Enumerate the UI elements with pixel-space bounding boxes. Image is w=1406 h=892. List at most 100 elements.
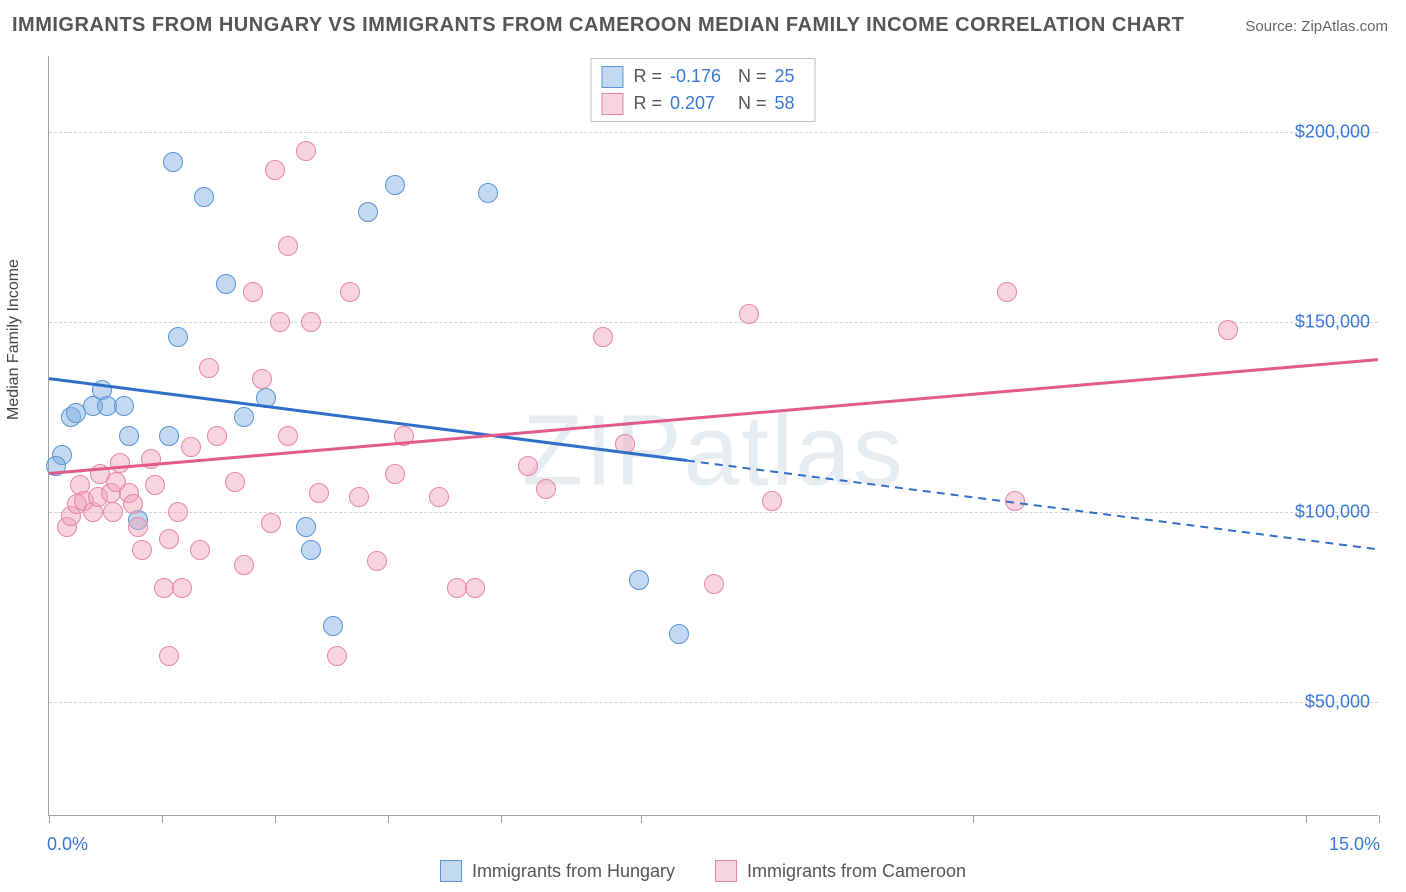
legend-series: Immigrants from Hungary Immigrants from C… [0, 860, 1406, 882]
data-point-cameroon [309, 483, 329, 503]
x-tick [501, 815, 502, 823]
chart-title: IMMIGRANTS FROM HUNGARY VS IMMIGRANTS FR… [12, 14, 1184, 37]
data-point-cameroon [739, 304, 759, 324]
x-axis-end-label: 15.0% [1329, 834, 1380, 855]
x-tick [275, 815, 276, 823]
x-tick [388, 815, 389, 823]
data-point-hungary [478, 183, 498, 203]
x-tick [162, 815, 163, 823]
legend-bottom-item-hungary: Immigrants from Hungary [440, 860, 675, 882]
data-point-cameroon [394, 426, 414, 446]
legend-bottom-item-cameroon: Immigrants from Cameroon [715, 860, 966, 882]
data-point-cameroon [243, 282, 263, 302]
data-point-hungary [114, 396, 134, 416]
data-point-cameroon [997, 282, 1017, 302]
legend-n-value: 25 [775, 63, 805, 90]
correlation-chart: IMMIGRANTS FROM HUNGARY VS IMMIGRANTS FR… [0, 0, 1406, 892]
source-value: ZipAtlas.com [1301, 18, 1388, 35]
source-label: Source: [1245, 18, 1301, 35]
watermark: ZIPatlas [522, 393, 905, 508]
data-point-hungary [194, 187, 214, 207]
data-point-cameroon [261, 513, 281, 533]
data-point-cameroon [1218, 320, 1238, 340]
plot-area: ZIPatlas 0.0% 15.0% $50,000$100,000$150,… [48, 56, 1378, 816]
data-point-cameroon [190, 540, 210, 560]
legend-correlation: R = -0.176 N = 25 R = 0.207 N = 58 [590, 58, 815, 122]
data-point-hungary [358, 202, 378, 222]
data-point-cameroon [518, 456, 538, 476]
x-tick [641, 815, 642, 823]
data-point-cameroon [429, 487, 449, 507]
data-point-cameroon [301, 312, 321, 332]
data-point-cameroon [270, 312, 290, 332]
swatch-hungary-icon [601, 66, 623, 88]
legend-n-value: 58 [775, 90, 805, 117]
x-tick [49, 815, 50, 823]
data-point-hungary [629, 570, 649, 590]
data-point-cameroon [327, 646, 347, 666]
swatch-cameroon-icon [715, 860, 737, 882]
y-axis-label: Median Family Income [5, 259, 23, 420]
data-point-cameroon [465, 578, 485, 598]
data-point-hungary [669, 624, 689, 644]
data-point-cameroon [103, 502, 123, 522]
data-point-hungary [159, 426, 179, 446]
data-point-hungary [256, 388, 276, 408]
trend-line-dashed-hungary [687, 461, 1378, 550]
data-point-cameroon [615, 434, 635, 454]
data-point-cameroon [159, 529, 179, 549]
legend-n-label: N = [738, 90, 767, 117]
x-tick [1306, 815, 1307, 823]
legend-bottom-label: Immigrants from Cameroon [747, 861, 966, 882]
legend-r-value: -0.176 [670, 63, 730, 90]
data-point-cameroon [168, 502, 188, 522]
data-point-cameroon [225, 472, 245, 492]
watermark-text: ZIPatlas [522, 394, 905, 506]
data-point-hungary [385, 175, 405, 195]
data-point-cameroon [234, 555, 254, 575]
gridline-h [49, 322, 1378, 323]
legend-r-label: R = [633, 63, 662, 90]
data-point-hungary [119, 426, 139, 446]
data-point-cameroon [593, 327, 613, 347]
data-point-cameroon [385, 464, 405, 484]
data-point-cameroon [199, 358, 219, 378]
legend-top-row-cameroon: R = 0.207 N = 58 [601, 90, 804, 117]
data-point-cameroon [128, 517, 148, 537]
legend-r-value: 0.207 [670, 90, 730, 117]
data-point-hungary [163, 152, 183, 172]
trend-line-hungary [49, 379, 687, 461]
data-point-cameroon [340, 282, 360, 302]
x-tick [973, 815, 974, 823]
data-point-hungary [296, 517, 316, 537]
data-point-cameroon [762, 491, 782, 511]
data-point-cameroon [265, 160, 285, 180]
data-point-cameroon [181, 437, 201, 457]
data-point-cameroon [536, 479, 556, 499]
data-point-cameroon [278, 426, 298, 446]
legend-n-label: N = [738, 63, 767, 90]
source-attribution: Source: ZipAtlas.com [1245, 18, 1388, 35]
legend-top-row-hungary: R = -0.176 N = 25 [601, 63, 804, 90]
data-point-cameroon [704, 574, 724, 594]
legend-bottom-label: Immigrants from Hungary [472, 861, 675, 882]
swatch-cameroon-icon [601, 93, 623, 115]
data-point-hungary [46, 456, 66, 476]
data-point-cameroon [123, 494, 143, 514]
data-point-cameroon [1005, 491, 1025, 511]
data-point-hungary [301, 540, 321, 560]
data-point-cameroon [252, 369, 272, 389]
x-axis-start-label: 0.0% [47, 834, 88, 855]
data-point-hungary [234, 407, 254, 427]
gridline-h [49, 132, 1378, 133]
legend-r-label: R = [633, 90, 662, 117]
data-point-hungary [323, 616, 343, 636]
data-point-cameroon [172, 578, 192, 598]
data-point-cameroon [132, 540, 152, 560]
data-point-cameroon [145, 475, 165, 495]
data-point-cameroon [159, 646, 179, 666]
data-point-cameroon [110, 453, 130, 473]
data-point-cameroon [141, 449, 161, 469]
data-point-cameroon [207, 426, 227, 446]
swatch-hungary-icon [440, 860, 462, 882]
